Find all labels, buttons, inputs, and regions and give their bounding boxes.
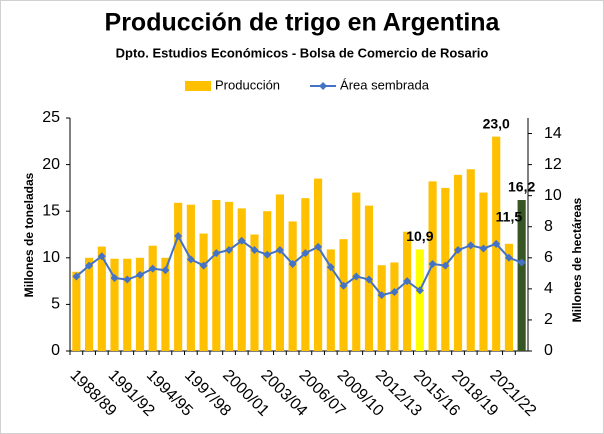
y2-axis-label: Millones de hectáreas xyxy=(570,197,584,322)
bar xyxy=(326,249,335,351)
bar xyxy=(390,262,399,351)
bar xyxy=(174,202,183,351)
bar xyxy=(123,258,132,351)
line-marker xyxy=(441,261,450,270)
line-marker xyxy=(352,272,361,281)
line-marker xyxy=(85,261,94,270)
bar xyxy=(466,169,475,351)
y-axis-label: Millones de toneladas xyxy=(22,172,36,297)
line-marker xyxy=(301,249,310,258)
bar xyxy=(517,200,526,351)
bar xyxy=(377,265,386,351)
y-tick-label: 20 xyxy=(42,156,60,173)
line-marker xyxy=(415,286,424,295)
line-marker xyxy=(377,291,386,300)
legend-swatch xyxy=(185,81,211,91)
line-marker xyxy=(454,246,463,255)
bar xyxy=(339,239,348,351)
line-marker xyxy=(161,266,170,275)
legend-label: Área sembrada xyxy=(340,77,430,92)
line-marker xyxy=(199,261,208,270)
y2-tick-label: 14 xyxy=(544,125,562,142)
bar xyxy=(453,174,463,351)
bar xyxy=(212,200,221,351)
line-marker xyxy=(517,258,526,267)
bar xyxy=(263,211,272,351)
bar xyxy=(199,233,208,351)
line-marker xyxy=(403,277,412,286)
bar xyxy=(504,243,513,351)
line-marker xyxy=(174,232,183,241)
bar xyxy=(250,234,259,351)
bar xyxy=(314,178,323,351)
y2-tick-label: 2 xyxy=(544,311,553,328)
bar xyxy=(301,198,310,351)
data-label: 16,2 xyxy=(508,179,535,195)
line-marker xyxy=(466,241,475,250)
line-marker xyxy=(72,272,81,281)
legend-marker xyxy=(319,82,328,90)
line-marker xyxy=(148,264,157,273)
line-marker xyxy=(288,260,297,269)
chart-title: Producción de trigo en Argentina xyxy=(105,9,501,37)
bar xyxy=(479,192,488,351)
bar xyxy=(352,192,361,351)
bar xyxy=(97,246,106,351)
y2-tick-label: 8 xyxy=(544,218,553,235)
line-marker xyxy=(135,270,144,279)
y2-tick-label: 10 xyxy=(544,187,562,204)
legend-label: Producción xyxy=(215,77,280,92)
bar xyxy=(288,221,297,351)
bar xyxy=(224,201,234,351)
line-marker xyxy=(314,242,323,251)
line-marker xyxy=(492,239,501,248)
y2-tick-label: 4 xyxy=(544,280,553,297)
line-marker xyxy=(110,273,119,282)
bar xyxy=(403,231,412,351)
data-label: 10,9 xyxy=(406,228,433,244)
line-marker xyxy=(186,255,195,264)
line-marker xyxy=(504,253,513,262)
y-tick-label: 5 xyxy=(51,296,60,313)
bar xyxy=(275,194,284,351)
bar xyxy=(237,208,246,351)
line-marker xyxy=(225,246,234,255)
line-marker xyxy=(212,249,221,258)
line-marker xyxy=(250,246,259,255)
y2-tick-label: 0 xyxy=(544,342,553,359)
bar xyxy=(135,257,145,351)
line-marker xyxy=(263,250,272,259)
y-tick-label: 10 xyxy=(42,249,60,266)
data-label: 23,0 xyxy=(483,115,510,131)
bar xyxy=(161,257,170,351)
bar xyxy=(72,271,81,351)
y2-tick-label: 12 xyxy=(544,156,562,173)
line-marker xyxy=(97,252,106,261)
y2-tick-label: 6 xyxy=(544,249,553,266)
line-marker xyxy=(339,281,348,290)
line-marker xyxy=(428,260,437,269)
bar xyxy=(415,249,424,351)
chart-subtitle: Dpto. Estudios Económicos - Bolsa de Com… xyxy=(116,45,489,60)
y-tick-label: 0 xyxy=(51,342,60,359)
y-tick-label: 15 xyxy=(42,202,60,219)
line-marker xyxy=(275,246,284,255)
y-tick-label: 25 xyxy=(42,109,60,126)
line-marker xyxy=(123,275,132,284)
bar xyxy=(85,257,94,351)
line-marker xyxy=(390,287,399,296)
bar xyxy=(148,245,157,351)
bar xyxy=(186,204,195,351)
line-marker xyxy=(237,236,246,245)
line-marker xyxy=(326,263,335,272)
line-marker xyxy=(364,275,373,284)
bar xyxy=(110,258,119,351)
data-label: 11,5 xyxy=(496,209,523,225)
line-marker xyxy=(479,244,488,253)
